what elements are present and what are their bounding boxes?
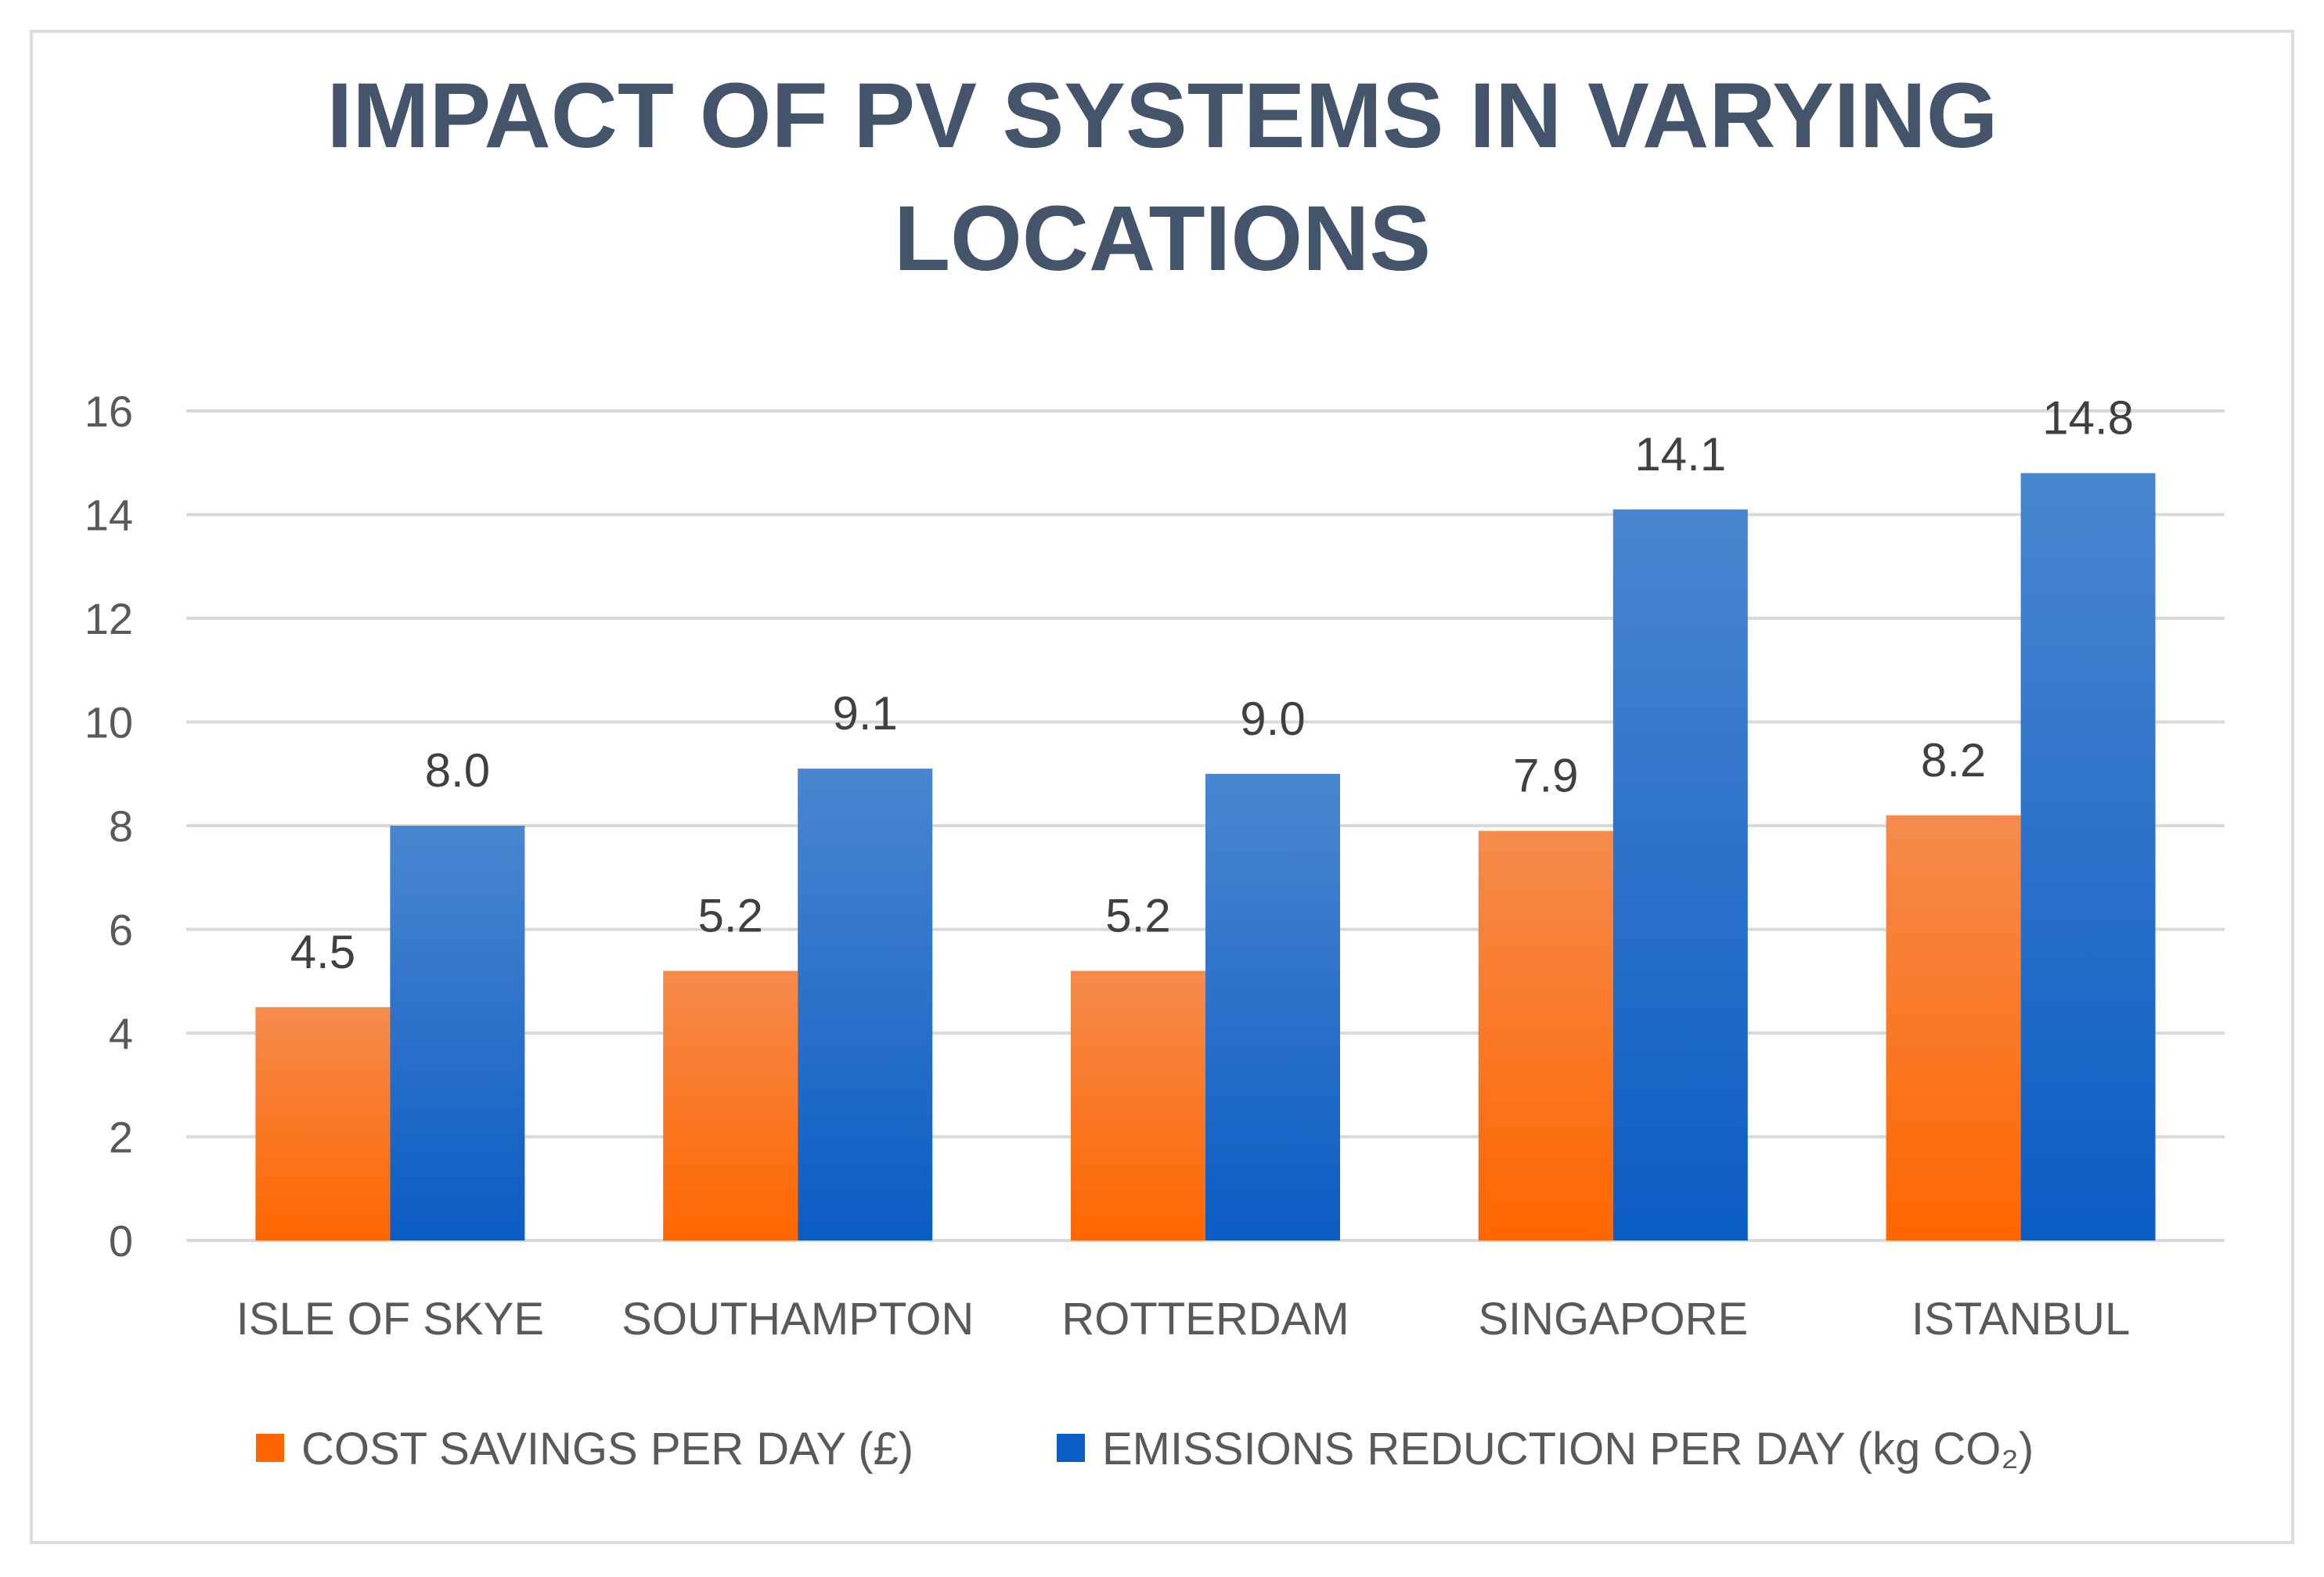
- x-tick-label: ISTANBUL: [1911, 1294, 2130, 1345]
- data-label: 14.1: [1634, 428, 1726, 481]
- chart-title-line-2: LOCATIONS: [894, 187, 1431, 290]
- y-tick-label: 8: [109, 801, 133, 851]
- legend-swatch: [256, 1434, 284, 1462]
- legend-label: COST SAVINGS PER DAY (£): [301, 1424, 913, 1474]
- legend-label: EMISSIONS REDUCTION PER DAY (kg CO₂): [1102, 1424, 2034, 1474]
- y-tick-label: 14: [85, 491, 133, 540]
- y-tick-label: 2: [109, 1113, 133, 1162]
- data-label: 5.2: [1105, 890, 1170, 942]
- bar-emissions-reduction: [390, 826, 525, 1240]
- x-axis-ticks: ISLE OF SKYE SOUTHAMPTON ROTTERDAM SINGAPOR…: [236, 1294, 2130, 1345]
- bar-cost-savings: [1478, 830, 1613, 1240]
- y-axis-ticks: 0 2 4 6 8 10 12 14 16: [85, 387, 133, 1266]
- bar-emissions-reduction: [2020, 473, 2156, 1240]
- gridlines: [186, 409, 2225, 1242]
- y-tick-label: 12: [85, 594, 133, 643]
- chart-title: IMPACT OF PV SYSTEMS IN VARYING LOCATIONS: [326, 64, 1998, 290]
- data-label: 9.0: [1240, 693, 1305, 745]
- x-tick-label: ROTTERDAM: [1061, 1294, 1349, 1345]
- bar-cost-savings: [663, 970, 798, 1240]
- x-tick-label: ISLE OF SKYE: [236, 1294, 544, 1345]
- bar-emissions-reduction: [1612, 509, 1748, 1240]
- y-tick-label: 6: [109, 906, 133, 955]
- y-tick-label: 16: [85, 387, 133, 436]
- y-tick-label: 10: [85, 698, 133, 747]
- chart-title-line-1: IMPACT OF PV SYSTEMS IN VARYING: [326, 64, 1998, 167]
- x-tick-label: SINGAPORE: [1478, 1294, 1748, 1345]
- chart-frame: [30, 30, 2294, 1544]
- bar-emissions-reduction: [798, 769, 933, 1240]
- bars: [255, 473, 2156, 1240]
- y-tick-label: 4: [109, 1009, 133, 1058]
- data-labels: 4.5 8.0 5.2 9.1 5.2 9.0 7.9 14.1 8.2 14.8: [290, 392, 2134, 978]
- bar-cost-savings: [255, 1006, 391, 1240]
- y-tick-label: 0: [109, 1216, 133, 1266]
- data-label: 8.0: [425, 744, 490, 797]
- bar-emissions-reduction: [1205, 773, 1340, 1240]
- x-tick-label: SOUTHAMPTON: [622, 1294, 974, 1345]
- bar-cost-savings: [1886, 815, 2021, 1240]
- data-label: 9.1: [832, 687, 897, 740]
- data-label: 14.8: [2042, 392, 2134, 445]
- data-label: 7.9: [1513, 750, 1578, 802]
- data-label: 4.5: [290, 926, 355, 978]
- bar-cost-savings: [1071, 970, 1205, 1240]
- legend-swatch: [1057, 1434, 1085, 1462]
- data-label: 8.2: [1921, 734, 1986, 787]
- data-label: 5.2: [697, 890, 762, 942]
- legend: COST SAVINGS PER DAY (£) EMISSIONS REDUCT…: [256, 1424, 2034, 1474]
